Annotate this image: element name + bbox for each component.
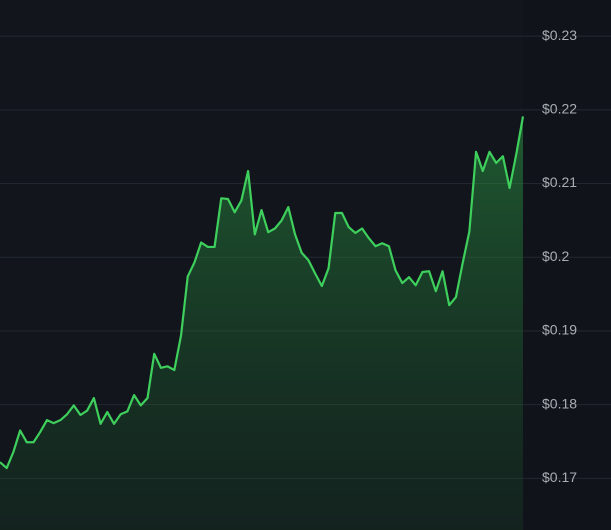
price-line — [0, 116, 525, 470]
y-tick-label: $0.2 — [542, 248, 569, 264]
y-tick-label: $0.17 — [542, 469, 577, 485]
y-tick-label: $0.19 — [542, 322, 577, 338]
y-tick-label: $0.22 — [542, 101, 577, 117]
y-tick-label: $0.21 — [542, 174, 577, 190]
y-tick-label: $0.18 — [542, 395, 577, 411]
area — [0, 116, 523, 530]
y-tick-label: $0.23 — [542, 27, 577, 43]
axis-panel — [523, 0, 611, 530]
